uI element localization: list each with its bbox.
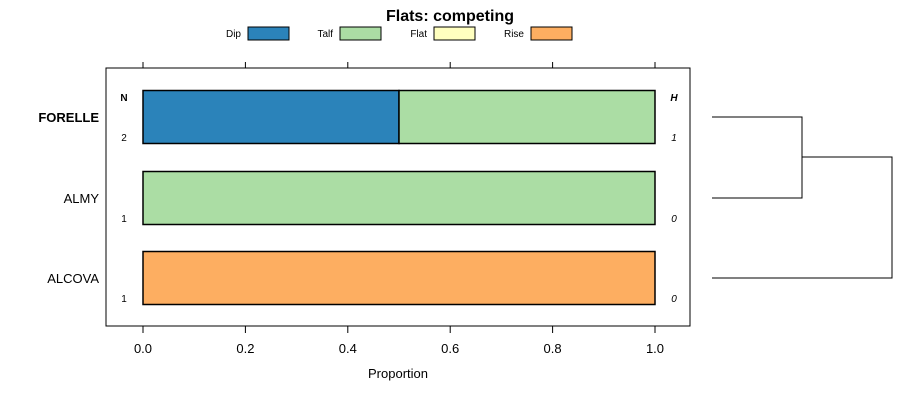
x-tick-label-2: 0.4 (339, 341, 357, 356)
bar-forelle-talf (398, 89, 656, 145)
legend-label-dip: Dip (226, 29, 241, 40)
legend-label-talf: Talf (317, 29, 333, 40)
dendrogram (712, 116, 893, 279)
legend-label-flat: Flat (410, 29, 427, 40)
bar-almy-talf (142, 170, 656, 226)
category-labels: FORELLE ALMY ALCOVA (38, 110, 99, 286)
right-value-alcova: 0 (671, 294, 677, 305)
left-value-alcova: 1 (121, 294, 127, 305)
x-tick-label-4: 0.8 (544, 341, 562, 356)
legend: Dip Talf Flat Rise (226, 26, 573, 41)
chart-title: Flats: competing (386, 8, 514, 25)
dendrogram-merge-forelle-almy (712, 116, 803, 199)
left-column-header: N (120, 93, 127, 104)
x-axis-title: Proportion (368, 366, 428, 381)
category-label-forelle: FORELLE (38, 110, 99, 125)
x-tick-label-5: 1.0 (646, 341, 664, 356)
left-value-forelle: 2 (121, 133, 127, 144)
right-column-header: H (670, 93, 678, 104)
bar-alcova-rise (142, 250, 656, 306)
x-tick-label-1: 0.2 (236, 341, 254, 356)
x-axis: 0.0 0.2 0.4 0.6 0.8 1.0 (134, 62, 664, 356)
category-label-almy: ALMY (64, 191, 100, 206)
bar-forelle-dip (142, 89, 400, 145)
legend-swatch-dip (247, 26, 290, 41)
side-columns: N H 2 1 1 0 1 0 (120, 93, 678, 305)
plot-frame (105, 67, 691, 327)
legend-swatch-flat (433, 26, 476, 41)
bars-group (142, 89, 656, 306)
x-tick-label-3: 0.6 (441, 341, 459, 356)
legend-label-rise: Rise (504, 29, 524, 40)
category-label-alcova: ALCOVA (47, 271, 99, 286)
right-value-almy: 0 (671, 214, 677, 225)
dendrogram-merge-root (712, 156, 893, 279)
left-value-almy: 1 (121, 214, 127, 225)
legend-swatch-talf (339, 26, 382, 41)
x-tick-label-0: 0.0 (134, 341, 152, 356)
legend-swatch-rise (530, 26, 573, 41)
right-value-forelle: 1 (671, 133, 677, 144)
